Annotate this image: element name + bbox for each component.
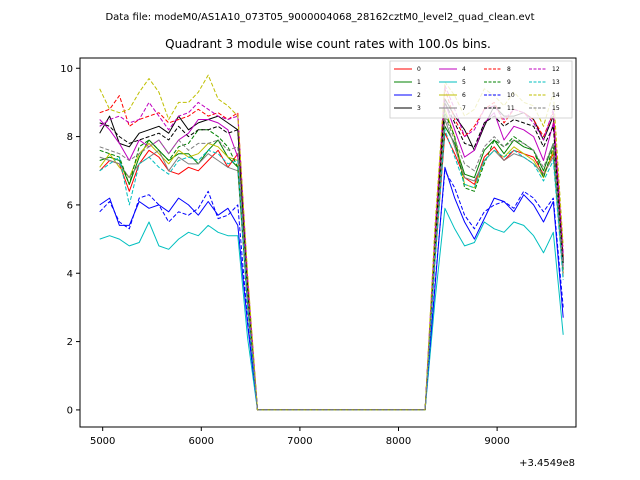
legend-label: 2: [417, 92, 421, 99]
series-line-5: [99, 207, 564, 411]
x-tick-label: 5000: [90, 436, 115, 447]
legend-label: 0: [417, 66, 421, 73]
x-tick-label: 8000: [386, 436, 411, 447]
legend-label: 6: [462, 92, 466, 99]
legend-label: 9: [507, 79, 511, 86]
legend-label: 8: [507, 66, 511, 73]
legend-label: 15: [552, 105, 560, 112]
y-axis: 0 2 4 6 8 10: [60, 64, 80, 416]
y-tick-label: 10: [60, 64, 73, 75]
plot-frame: [79, 57, 577, 428]
y-tick-label: 4: [67, 269, 73, 280]
legend-label: 4: [462, 66, 466, 73]
y-tick-label: 8: [67, 132, 73, 143]
x-tick-label: 6000: [189, 436, 214, 447]
x-tick-label: 9000: [484, 436, 509, 447]
legend-label: 10: [507, 92, 515, 99]
legend-label: 14: [552, 92, 560, 99]
y-tick-label: 2: [67, 337, 73, 348]
y-tick-label: 6: [67, 200, 73, 211]
legend-label: 11: [507, 105, 515, 112]
x-axis: 5000 6000 7000 8000 9000: [90, 427, 510, 447]
y-tick-label: 0: [67, 405, 73, 416]
legend-frame: [389, 60, 573, 119]
chart-title: Quadrant 3 module wise count rates with …: [165, 37, 491, 51]
legend-label: 12: [552, 66, 560, 73]
legend-label: 13: [552, 79, 560, 86]
legend-label: 1: [417, 79, 421, 86]
x-tick-label: 7000: [287, 436, 312, 447]
x-offset-label: +3.4549e8: [519, 458, 575, 469]
legend-label: 3: [417, 105, 421, 112]
series-line-15: [99, 115, 564, 411]
suptitle: Data file: modeM0/AS1A10_073T05_90000040…: [105, 12, 534, 23]
legend-label: 5: [462, 79, 466, 86]
series-line-10: [99, 170, 564, 411]
legend-label: 7: [462, 105, 466, 112]
